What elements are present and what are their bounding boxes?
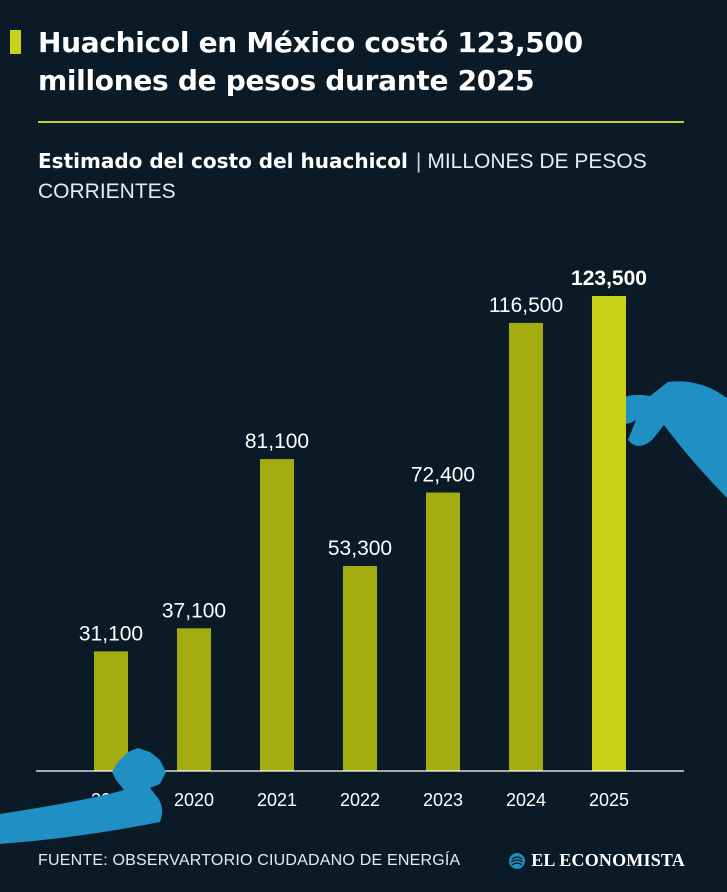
x-tick-label-2022: 2022 <box>340 790 380 810</box>
subtitle-unit: MILLONES DE PESOS CORRIENTES <box>38 150 647 203</box>
bar-value-label-2024: 116,500 <box>489 294 563 317</box>
bar-value-label-2022: 53,300 <box>328 537 392 560</box>
subtitle-strong: Estimado del costo del huachicol <box>38 149 408 173</box>
brand-globe-icon <box>509 852 526 869</box>
x-tick-label-2023: 2023 <box>423 790 463 810</box>
title-divider <box>38 121 684 123</box>
bar-value-label-2021: 81,100 <box>245 430 309 453</box>
bar-2025 <box>592 296 626 771</box>
bar-2024 <box>509 322 543 771</box>
x-tick-label-2024: 2024 <box>506 790 546 810</box>
source-note: FUENTE: OBSERVARTORIO CIUDADANO DE ENERG… <box>38 852 461 869</box>
bar-value-label-2025: 123,500 <box>571 267 647 290</box>
hand-top-right-icon <box>612 381 727 498</box>
brand-name: EL ECONOMISTA <box>531 850 685 870</box>
bar-value-label-2023: 72,400 <box>411 464 475 487</box>
chart-subtitle: Estimado del costo del huachicol | MILLONE… <box>38 146 678 207</box>
x-tick-label-2021: 2021 <box>257 790 297 810</box>
bar-2022 <box>343 566 377 771</box>
page-title: Huachicol en México costó 123,500 millon… <box>38 26 583 97</box>
bar-value-label-2020: 37,100 <box>162 599 226 622</box>
hand-bottom-left-icon <box>0 748 166 844</box>
bar-2019 <box>94 651 128 771</box>
title-marker <box>10 30 21 54</box>
bar-2021 <box>260 459 294 771</box>
brand-logo: EL ECONOMISTA <box>508 850 685 871</box>
x-tick-label-2020: 2020 <box>174 790 214 810</box>
bar-2020 <box>177 628 211 771</box>
bar-value-label-2019: 31,100 <box>79 622 143 645</box>
subtitle-separator: | <box>415 150 422 173</box>
x-tick-label-2025: 2025 <box>589 790 629 810</box>
bar-2023 <box>426 492 460 771</box>
